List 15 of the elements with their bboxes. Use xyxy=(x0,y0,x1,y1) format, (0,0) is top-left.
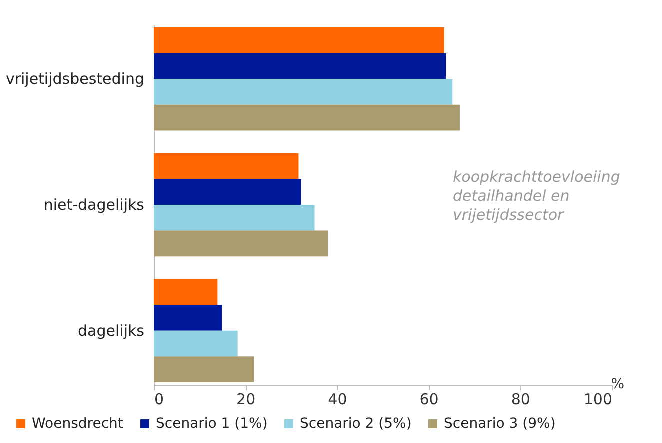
x-tick-label: 20 xyxy=(236,390,256,408)
x-tick-label: 80 xyxy=(511,390,530,408)
legend-label: Scenario 1 (1%) xyxy=(156,416,268,432)
x-tick-label: 100 xyxy=(584,390,612,408)
x-axis-title: % xyxy=(611,376,624,392)
legend-label: Woensdrecht xyxy=(32,416,124,432)
y-tick-label: dagelijks xyxy=(78,322,145,340)
legend-label: Scenario 2 (5%) xyxy=(300,416,412,432)
y-tick-label: niet-dagelijks xyxy=(44,196,145,214)
annotation: koopkrachttoevloeiing detailhandel en vrijetijdssector xyxy=(453,168,622,225)
x-tick-label: 40 xyxy=(328,390,348,408)
legend-label: Scenario 3 (9%) xyxy=(444,416,556,432)
y-tick-label: vrijetijdsbesteding xyxy=(6,70,144,88)
x-tick-label: 0 xyxy=(154,390,164,408)
x-tick-label: 60 xyxy=(420,390,439,408)
